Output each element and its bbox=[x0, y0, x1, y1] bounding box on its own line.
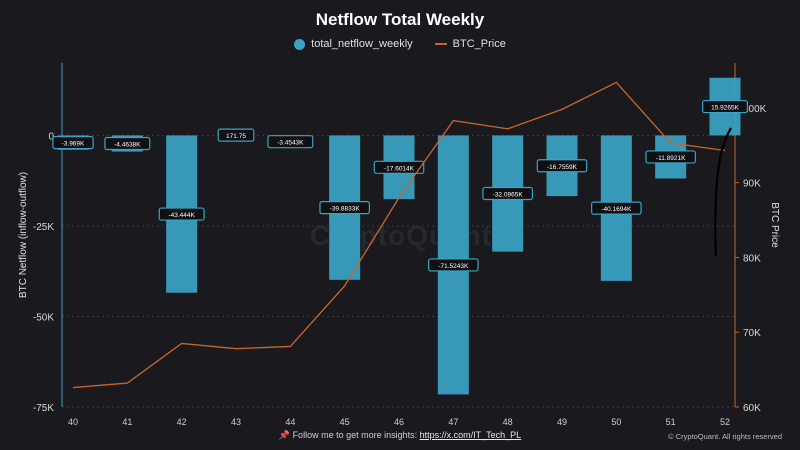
legend-item-btc-price[interactable]: BTC_Price bbox=[434, 38, 506, 50]
data-label: -3.969K bbox=[62, 141, 85, 148]
legend-label-netflow: total_netflow_weekly bbox=[311, 38, 413, 50]
x-tick-label: 51 bbox=[666, 417, 676, 427]
y-tick-label: 0 bbox=[48, 131, 54, 142]
data-label: -40.1694K bbox=[601, 206, 632, 213]
chart-title: Netflow Total Weekly bbox=[315, 10, 485, 29]
x-tick-label: 47 bbox=[448, 417, 458, 427]
x-tick-label: 46 bbox=[394, 417, 404, 427]
x-tick-label: 52 bbox=[720, 417, 730, 427]
data-label-box bbox=[104, 136, 151, 151]
x-tick-label: 43 bbox=[231, 417, 241, 427]
data-label-box bbox=[319, 201, 370, 215]
x-tick-label: 40 bbox=[68, 417, 78, 427]
legend-item-netflow[interactable]: total_netflow_weekly bbox=[294, 38, 413, 50]
x-tick-label: 45 bbox=[340, 417, 350, 427]
data-label-box bbox=[373, 160, 425, 174]
follow-text: Follow me to get more insights: bbox=[292, 430, 420, 440]
y2-tick-label: 60K bbox=[743, 403, 761, 414]
data-label: -11.8921K bbox=[656, 155, 686, 162]
data-label: -39.8833K bbox=[330, 206, 361, 213]
footer-follow: 📌 Follow me to get more insights: https:… bbox=[0, 430, 800, 441]
x-tick-label: 48 bbox=[503, 417, 513, 427]
data-label: -3.4543K bbox=[277, 140, 304, 147]
legend: total_netflow_weekly BTC_Price bbox=[0, 38, 800, 50]
data-label-box bbox=[428, 258, 479, 272]
data-label-box bbox=[701, 99, 748, 114]
data-label: 171.75 bbox=[226, 133, 246, 140]
copyright: © CryptoQuant. All rights reserved bbox=[668, 432, 782, 441]
x-tick-label: 42 bbox=[177, 417, 187, 427]
legend-dot-icon bbox=[294, 38, 306, 50]
data-label: 15.9265K bbox=[711, 105, 739, 112]
y-tick-label: -25K bbox=[33, 222, 54, 233]
price-line bbox=[72, 81, 726, 389]
profile-link[interactable]: https://x.com/IT_Tech_PL bbox=[419, 430, 522, 440]
y-tick-label: -75K bbox=[33, 403, 54, 414]
data-label: -17.6014K bbox=[384, 165, 415, 172]
x-tick-label: 41 bbox=[122, 417, 132, 427]
data-label: -16.7559K bbox=[547, 164, 578, 171]
legend-line-icon bbox=[434, 43, 447, 45]
data-label: -4.4638K bbox=[114, 142, 141, 149]
data-label-box bbox=[267, 135, 314, 149]
y2-tick-label: 70K bbox=[743, 328, 761, 339]
x-tick-label: 50 bbox=[611, 417, 621, 427]
annotation-stroke bbox=[714, 127, 732, 257]
pushpin-icon: 📌 bbox=[278, 430, 291, 440]
y2-tick-label: 90K bbox=[743, 179, 761, 190]
y2-axis-title: BTC Price bbox=[769, 202, 780, 248]
data-label-box bbox=[52, 136, 94, 150]
data-label-box bbox=[158, 207, 205, 221]
data-label: -32.0965K bbox=[493, 192, 524, 199]
data-label: -71.5243K bbox=[438, 263, 469, 270]
data-label-box bbox=[536, 159, 588, 173]
data-label: -43.444K bbox=[168, 212, 195, 219]
data-label-box bbox=[482, 186, 533, 201]
y-axis-title: BTC Netflow (inflow-outflow) bbox=[18, 172, 29, 298]
data-label-box bbox=[645, 150, 696, 164]
x-tick-label: 44 bbox=[285, 417, 295, 427]
y2-tick-label: 100K bbox=[743, 104, 767, 115]
x-tick-label: 49 bbox=[557, 417, 567, 427]
y2-tick-label: 80K bbox=[743, 253, 761, 264]
y-tick-label: -50K bbox=[33, 312, 54, 323]
legend-label-btc-price: BTC_Price bbox=[452, 38, 506, 50]
data-label-box bbox=[217, 128, 255, 142]
data-label-box bbox=[591, 201, 642, 215]
